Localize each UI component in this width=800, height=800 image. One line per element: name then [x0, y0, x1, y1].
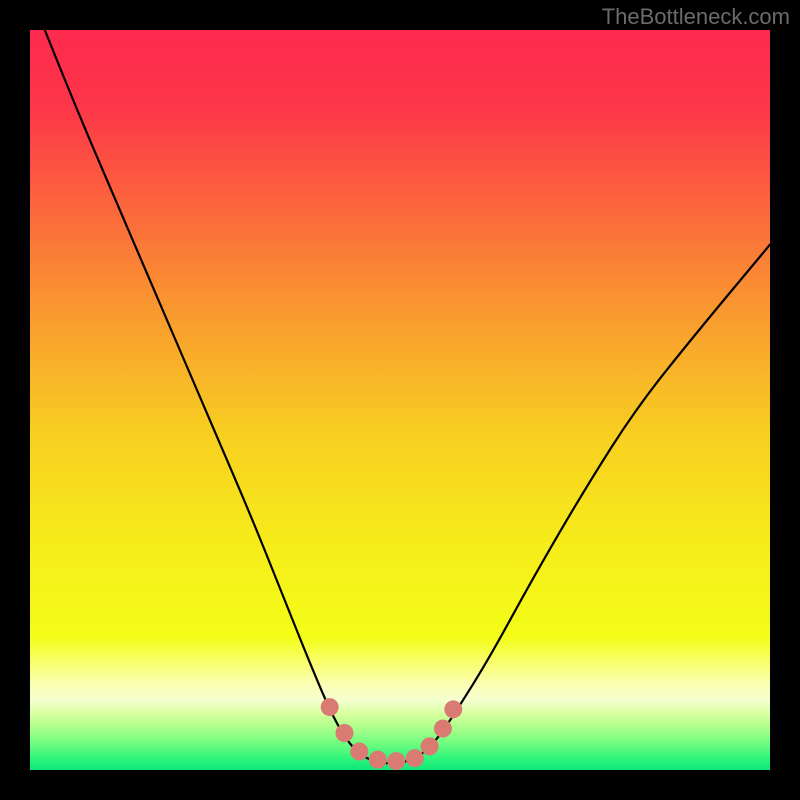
optimal-dot [387, 752, 405, 770]
optimal-dot [350, 743, 368, 761]
chart-svg [0, 0, 800, 800]
optimal-dot [444, 700, 462, 718]
optimal-dot [369, 751, 387, 769]
bottleneck-chart [0, 0, 800, 800]
optimal-dot [321, 698, 339, 716]
optimal-dot [434, 720, 452, 738]
optimal-dot [421, 737, 439, 755]
optimal-dot [406, 749, 424, 767]
plot-background [30, 30, 770, 770]
optimal-dot [336, 724, 354, 742]
watermark-label: TheBottleneck.com [602, 4, 790, 30]
